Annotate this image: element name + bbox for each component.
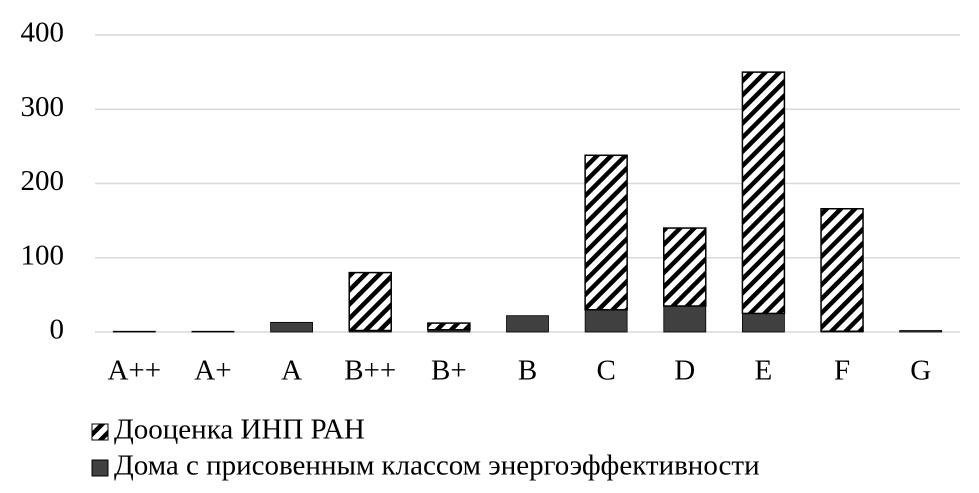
x-tick-label: A+ — [194, 355, 231, 387]
y-tick-label: 300 — [21, 91, 65, 123]
bar-segment — [348, 271, 392, 332]
bar-segment — [820, 207, 864, 333]
bar-segment — [270, 321, 313, 333]
x-tick-label: A++ — [107, 355, 161, 387]
bar-segment — [112, 330, 156, 333]
bar-segment — [741, 71, 786, 315]
legend-swatch — [91, 423, 109, 441]
x-tick-label: B+ — [431, 355, 467, 387]
bar-segment — [191, 330, 235, 333]
bar-segment — [742, 313, 785, 333]
bar-segment — [427, 322, 471, 331]
y-tick-label: 200 — [21, 165, 65, 197]
bar-segment — [584, 309, 628, 333]
x-tick-label: A — [281, 355, 302, 387]
bar-segment — [506, 315, 549, 333]
x-tick-label: G — [910, 355, 931, 387]
bar-segment — [663, 227, 707, 307]
bar-segment — [663, 305, 707, 333]
x-tick-label: B — [518, 355, 537, 387]
y-tick-label: 100 — [21, 239, 65, 271]
bar-segment — [584, 154, 628, 311]
bar-segment — [899, 330, 943, 333]
y-tick-label: 400 — [21, 17, 65, 49]
y-tick-label: 0 — [50, 314, 65, 346]
x-tick-label: F — [834, 355, 850, 387]
legend-label: Дома с присовенным классом энергоэффекти… — [114, 450, 760, 482]
x-tick-label: C — [596, 355, 615, 387]
x-tick-label: E — [755, 355, 773, 387]
legend-label: Дооценка ИНП РАН — [114, 414, 365, 446]
x-tick-label: B++ — [344, 355, 396, 387]
legend-swatch — [91, 459, 109, 477]
x-tick-label: D — [674, 355, 695, 387]
